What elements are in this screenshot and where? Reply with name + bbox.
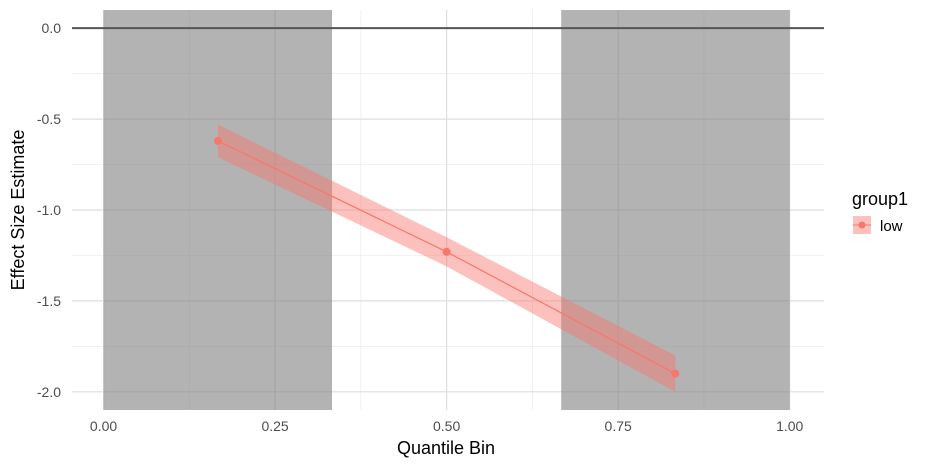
legend-key-point-low	[858, 221, 866, 229]
data-point-low	[671, 369, 680, 378]
y-tick-labels: 0.0 -0.5 -1.0 -1.5 -2.0	[37, 20, 61, 400]
y-axis-title: Effect Size Estimate	[8, 130, 28, 291]
ci-ribbon-low	[217, 124, 676, 392]
y-tick-label: 0.0	[42, 20, 62, 36]
legend: group1 low	[852, 189, 908, 235]
data-point-low	[213, 136, 222, 145]
series-points	[213, 136, 680, 378]
confidence-ribbons	[217, 124, 676, 392]
legend-label-low: low	[880, 218, 903, 235]
x-tick-label: 0.50	[433, 418, 460, 434]
shaded-region	[561, 10, 790, 410]
x-tick-label: 1.00	[776, 418, 803, 434]
y-tick-label: -0.5	[37, 111, 61, 127]
x-tick-labels: 0.00 0.25 0.50 0.75 1.00	[90, 418, 804, 434]
shaded-regions	[103, 10, 790, 410]
legend-title: group1	[852, 189, 908, 209]
x-tick-label: 0.25	[261, 418, 288, 434]
x-axis-title: Quantile Bin	[397, 438, 495, 458]
data-point-low	[442, 247, 451, 256]
y-tick-label: -2.0	[37, 384, 61, 400]
shaded-region	[103, 10, 333, 410]
x-tick-label: 0.75	[605, 418, 632, 434]
y-tick-label: -1.0	[37, 202, 61, 218]
x-tick-label: 0.00	[90, 418, 117, 434]
y-tick-label: -1.5	[37, 293, 61, 309]
